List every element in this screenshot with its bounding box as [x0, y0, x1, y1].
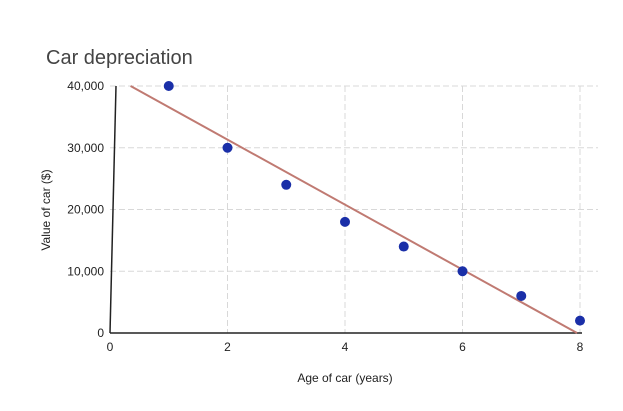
- y-tick-label: 30,000: [67, 141, 104, 155]
- data-point: [163, 81, 174, 91]
- y-tick-label: 20,000: [67, 203, 104, 217]
- x-tick-label: 0: [107, 340, 114, 354]
- x-tick-label: 6: [459, 340, 466, 354]
- y-tick-label: 10,000: [67, 264, 104, 278]
- data-point: [398, 241, 409, 252]
- data-point: [575, 315, 585, 326]
- trendline: [130, 85, 578, 334]
- x-tick-label: 4: [342, 340, 349, 354]
- x-tick-label: 2: [224, 340, 231, 354]
- chart-title: Car depreciation: [46, 47, 193, 69]
- data-point: [281, 179, 292, 190]
- y-tick-label: 0: [97, 326, 104, 340]
- data-point: [340, 216, 350, 227]
- y-axis-label: Value of car ($): [39, 169, 53, 250]
- data-point: [222, 142, 233, 153]
- x-tick-label: 8: [577, 340, 584, 354]
- x-axis-label: Age of car (years): [297, 371, 392, 385]
- data-point: [516, 290, 527, 301]
- y-axis: [109, 85, 117, 334]
- y-tick-label: 40,000: [67, 79, 104, 93]
- data-point: [457, 266, 468, 277]
